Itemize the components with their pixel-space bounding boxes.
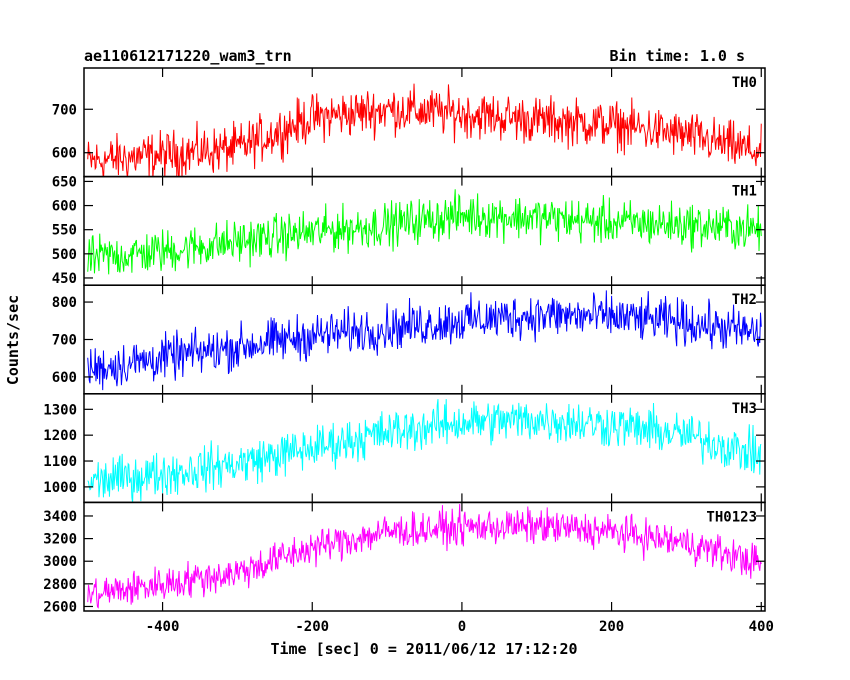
y-tick-label: 500 <box>52 247 77 263</box>
panel-label-th3: TH3 <box>732 401 757 417</box>
panel-label-th0123: TH0123 <box>706 509 757 525</box>
y-tick-label: 1300 <box>43 402 77 418</box>
panel-label-th1: TH1 <box>732 184 757 200</box>
x-tick-label: 0 <box>458 619 466 635</box>
y-tick-label: 3000 <box>43 554 77 570</box>
y-tick-label: 550 <box>52 223 77 239</box>
x-tick-label: -400 <box>146 619 180 635</box>
chart-title: ae110612171220_wam3_trn <box>84 47 292 65</box>
panels-group: 600 700 TH0 450 500 550 600 650 TH1 600 700 800 TH2 1… <box>43 67 774 635</box>
x-tick-label: 400 <box>749 619 774 635</box>
y-tick-label: 3200 <box>43 532 77 548</box>
panel-frame <box>83 393 766 504</box>
y-tick-label: 450 <box>52 271 77 287</box>
series-line-th1 <box>87 189 762 275</box>
panel-frame <box>83 175 766 286</box>
y-tick-label: 650 <box>52 174 77 190</box>
y-tick-label: 1100 <box>43 454 77 470</box>
x-axis-label: Time [sec] 0 = 2011/06/12 17:12:20 <box>270 640 577 658</box>
y-tick-label: 600 <box>52 146 77 162</box>
series-line-th2 <box>87 290 762 391</box>
panel-frame <box>83 501 766 612</box>
series-line-th3 <box>87 399 762 503</box>
x-tick-label: 200 <box>599 619 624 635</box>
x-tick-label: -200 <box>295 619 329 635</box>
y-tick-label: 600 <box>52 370 77 386</box>
series-line-th0123 <box>87 503 762 609</box>
y-tick-label: 1200 <box>43 428 77 444</box>
y-tick-label: 600 <box>52 199 77 215</box>
y-tick-label: 2600 <box>43 599 77 615</box>
panel-label-th2: TH2 <box>732 292 757 308</box>
y-tick-label: 700 <box>52 333 77 349</box>
y-tick-label: 2800 <box>43 577 77 593</box>
y-tick-label: 3400 <box>43 509 77 525</box>
series-line-th0 <box>87 83 762 177</box>
bin-time-label: Bin time: 1.0 s <box>610 47 745 65</box>
y-tick-label: 1000 <box>43 480 77 496</box>
panel-label-th0: TH0 <box>732 75 757 91</box>
y-tick-label: 700 <box>52 102 77 118</box>
y-tick-label: 800 <box>52 295 77 311</box>
y-axis-label: Counts/sec <box>4 295 22 385</box>
